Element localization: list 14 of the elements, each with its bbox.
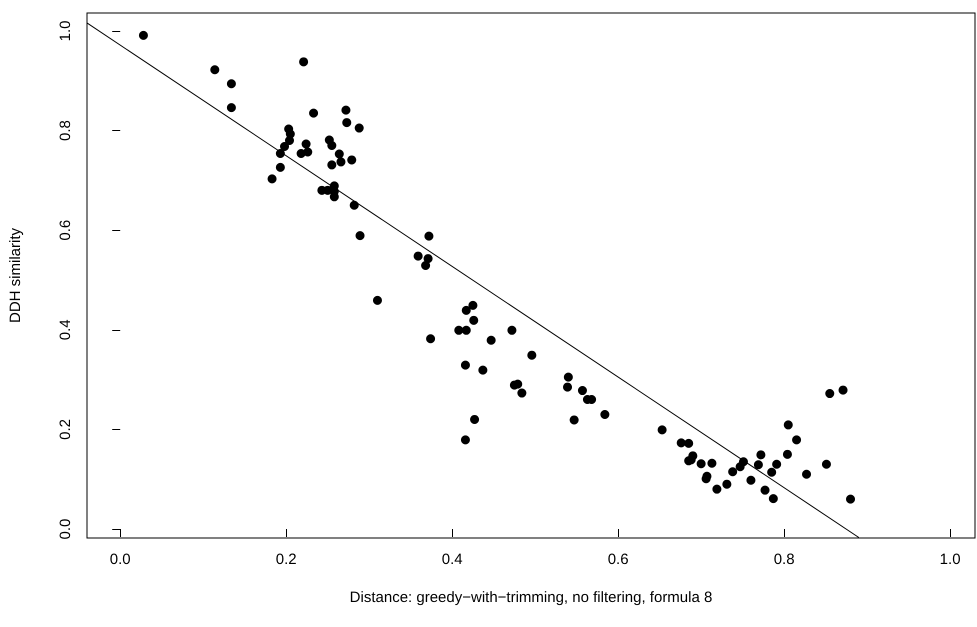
y-tick-label: 0.8 xyxy=(57,120,74,141)
x-tick-label: 0.4 xyxy=(442,551,463,568)
y-tick-label: 1.0 xyxy=(57,20,74,42)
x-tick-label: 0.6 xyxy=(608,551,629,568)
y-axis-title: DDH similarity xyxy=(7,228,24,323)
y-tick-label: 0.0 xyxy=(57,518,74,540)
x-axis-title: Distance: greedy−with−trimming, no filtering, formula 8 xyxy=(350,589,712,606)
x-tick-label: 1.0 xyxy=(940,551,961,568)
y-tick-label: 0.4 xyxy=(57,319,74,340)
y-tick-label: 0.2 xyxy=(57,418,74,440)
x-tick-label: 0.0 xyxy=(110,551,131,568)
x-tick-label: 0.8 xyxy=(774,551,795,568)
y-tick-label: 0.6 xyxy=(57,220,74,241)
x-tick-label: 0.2 xyxy=(276,551,297,568)
